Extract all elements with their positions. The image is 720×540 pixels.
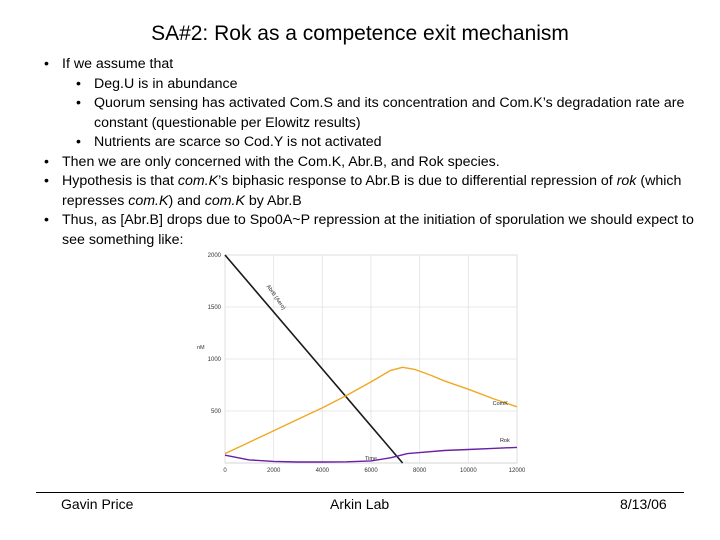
bullet-item-7: Thus, as [Abr.B] drops due to Spo0A~P re… bbox=[44, 211, 694, 250]
page-title: SA#2: Rok as a competence exit mechanism bbox=[151, 22, 569, 45]
series-annotation: Rok bbox=[500, 438, 510, 444]
x-tick-label: 10000 bbox=[460, 468, 477, 474]
footer-lab: Arkin Lab bbox=[330, 496, 390, 512]
x-tick-label: 6000 bbox=[364, 468, 378, 474]
bullet-text: rok bbox=[616, 173, 637, 189]
x-axis-label: Time bbox=[365, 456, 377, 462]
series-line-1 bbox=[224, 254, 404, 464]
x-tick-label: 12000 bbox=[509, 468, 525, 474]
bullet-list: If we assume that Deg.U is in abundance Qu… bbox=[44, 55, 694, 250]
x-tick-label: 2000 bbox=[267, 468, 281, 474]
series-line-3 bbox=[224, 446, 518, 463]
x-tick-label: 4000 bbox=[316, 468, 330, 474]
bullet-text: ) and bbox=[168, 192, 205, 209]
bullet-item-1: If we assume that bbox=[44, 55, 694, 75]
chart-svg: 0 2000 4000 6000 8000 10000 12000 500 1000 1500 20… bbox=[197, 253, 525, 474]
footer-author: Gavin Price bbox=[61, 496, 134, 512]
x-tick-label: 0 bbox=[223, 468, 227, 474]
bullet-text: Hypothesis is that bbox=[62, 173, 178, 189]
bullet-text: ’s biphasic response to Abr.B is due to … bbox=[218, 173, 617, 189]
y-tick-label: 500 bbox=[211, 409, 222, 415]
bullet-item-2: Deg.U is in abundance bbox=[44, 75, 694, 95]
bullet-text: com.K bbox=[204, 192, 245, 209]
y-tick-label: 1000 bbox=[208, 357, 222, 363]
series-line-2 bbox=[224, 366, 518, 455]
y-tick-label: 2000 bbox=[208, 253, 222, 259]
bullet-text: com.K bbox=[177, 173, 219, 189]
bullet-text: by Abr.B bbox=[244, 192, 302, 209]
y-tick-label: 1500 bbox=[208, 305, 222, 311]
bullet-item-6: Hypothesis is that com.K’s biphasic resp… bbox=[44, 172, 694, 211]
bullet-text: Thus, as [Abr.B] drops due to Spo0A~P re… bbox=[62, 212, 694, 248]
line-chart: 0 2000 4000 6000 8000 10000 12000 500 1000 1500 20… bbox=[195, 247, 525, 490]
bullet-text: Nutrients are scarce so Cod.Y is not act… bbox=[94, 134, 382, 150]
bullet-item-4: Nutrients are scarce so Cod.Y is not act… bbox=[44, 133, 694, 153]
footer-date: 8/13/06 bbox=[620, 496, 667, 512]
bullet-text: (which represses bbox=[62, 173, 682, 209]
bullet-text: Deg.U is in abundance bbox=[94, 75, 238, 92]
y-axis-label: nM bbox=[197, 345, 205, 351]
bullet-text: If we assume that bbox=[62, 56, 174, 72]
bullet-text: Then we are only concerned with the Com.… bbox=[62, 153, 500, 170]
footer-divider bbox=[36, 492, 684, 493]
bullet-text: Quorum sensing has activated Com.S and i… bbox=[94, 95, 685, 131]
x-tick-label: 8000 bbox=[413, 468, 427, 474]
series-annotation: ComK bbox=[493, 401, 509, 407]
bullet-item-3: Quorum sensing has activated Com.S and i… bbox=[44, 94, 694, 133]
bullet-text: com.K bbox=[128, 192, 169, 209]
bullet-item-5: Then we are only concerned with the Com.… bbox=[44, 153, 694, 173]
